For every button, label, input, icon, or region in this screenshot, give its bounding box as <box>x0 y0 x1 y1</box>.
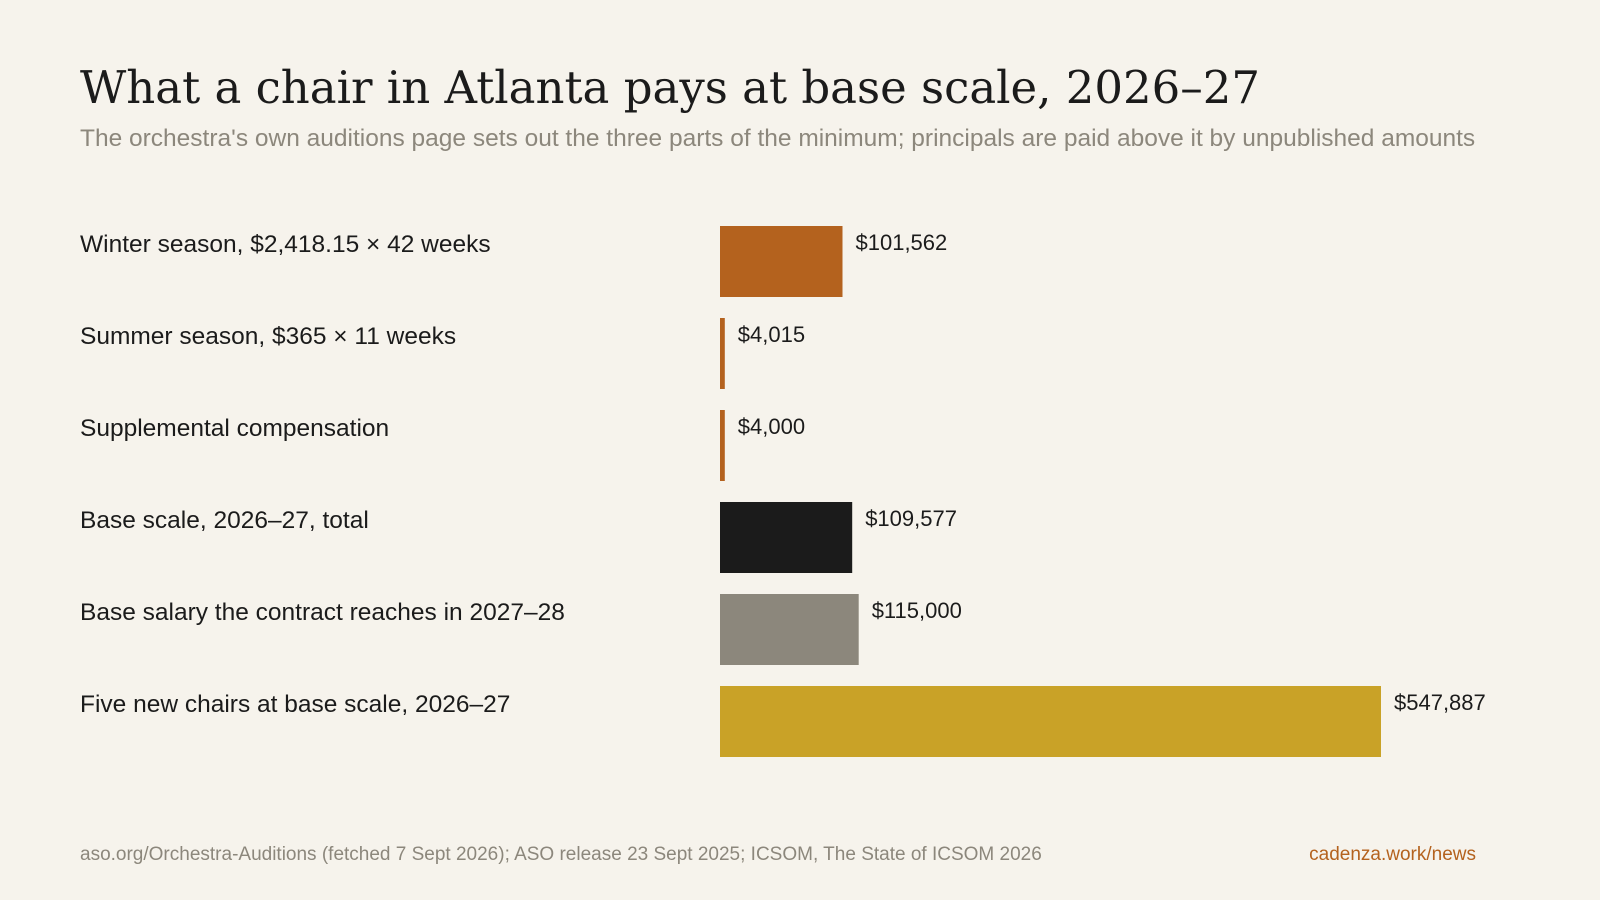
category-label: Supplemental compensation <box>80 415 389 442</box>
chart-subtitle: The orchestra's own auditions page sets … <box>80 125 1476 152</box>
bar-row: Five new chairs at base scale, 2026–27 $5… <box>80 686 1486 757</box>
value-label: $4,015 <box>738 322 805 347</box>
bar-row: Base salary the contract reaches in 2027… <box>80 594 962 665</box>
value-label: $547,887 <box>1394 690 1486 715</box>
bar-row: Winter season, $2,418.15 × 42 weeks $101,… <box>80 226 947 297</box>
chart-title: What a chair in Atlanta pays at base sca… <box>80 61 1261 114</box>
category-label: Summer season, $365 × 11 weeks <box>80 323 456 350</box>
bar <box>720 318 725 389</box>
bar-row: Base scale, 2026–27, total $109,577 <box>80 502 957 573</box>
bar-row: Supplemental compensation $4,000 <box>80 410 805 481</box>
bar <box>720 226 843 297</box>
source-note: aso.org/Orchestra-Auditions (fetched 7 S… <box>80 844 1042 865</box>
bar <box>720 502 853 573</box>
brand-link[interactable]: cadenza.work/news <box>1309 844 1476 865</box>
bar <box>720 410 725 481</box>
value-label: $115,000 <box>872 598 962 623</box>
bar <box>720 686 1381 757</box>
category-label: Winter season, $2,418.15 × 42 weeks <box>80 231 491 258</box>
bar <box>720 594 859 665</box>
value-label: $109,577 <box>865 506 957 531</box>
value-label: $4,000 <box>738 414 805 439</box>
value-label: $101,562 <box>856 230 948 255</box>
category-label: Base salary the contract reaches in 2027… <box>80 599 565 626</box>
bar-row: Summer season, $365 × 11 weeks $4,015 <box>80 318 805 389</box>
category-label: Five new chairs at base scale, 2026–27 <box>80 691 510 718</box>
category-label: Base scale, 2026–27, total <box>80 507 369 534</box>
